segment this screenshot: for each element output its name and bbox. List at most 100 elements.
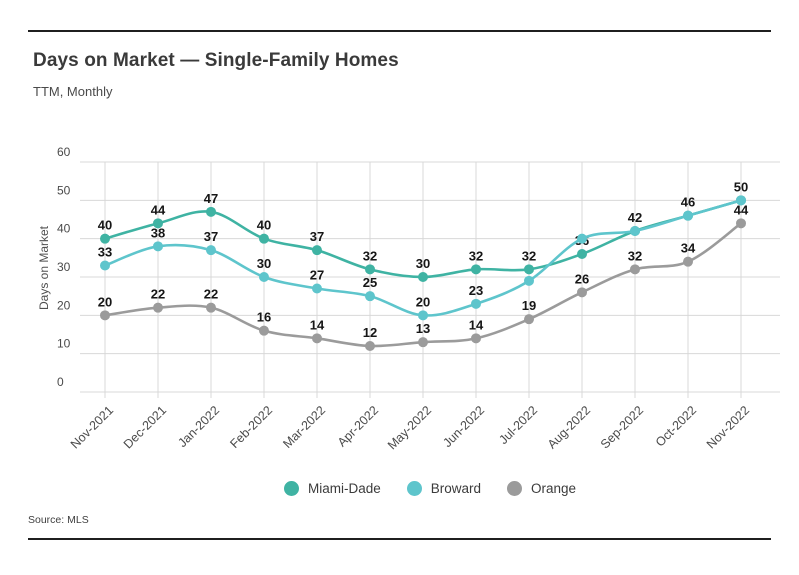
x-tick-label: Feb-2022: [227, 403, 275, 451]
y-tick-label: 50: [57, 183, 71, 197]
data-label-orange: 16: [257, 310, 271, 325]
data-point-orange: [153, 302, 163, 313]
data-point-orange: [736, 218, 746, 229]
data-point-orange: [577, 287, 587, 298]
x-tick-label: Mar-2022: [280, 403, 328, 451]
data-point-broward: [471, 298, 481, 309]
data-point-orange: [206, 302, 216, 313]
data-point-miami-dade: [153, 218, 163, 229]
legend-dot-icon: [406, 481, 422, 496]
data-point-miami-dade: [312, 245, 322, 256]
data-point-miami-dade: [418, 272, 428, 282]
data-label-orange: 13: [416, 321, 430, 336]
chart-subtitle: TTM, Monthly: [33, 84, 113, 99]
data-point-broward: [100, 260, 110, 271]
data-label-orange: 14: [469, 317, 484, 332]
data-point-broward: [630, 226, 640, 236]
legend-label: Broward: [430, 481, 482, 496]
chart-title: Days on Market — Single-Family Homes: [33, 50, 399, 71]
data-label-orange: 44: [734, 202, 749, 217]
bottom-divider: [28, 538, 771, 540]
y-tick-label: 20: [57, 298, 71, 312]
y-tick-label: 60: [57, 145, 71, 159]
data-point-orange: [100, 310, 110, 321]
data-label-orange: 34: [681, 241, 696, 256]
data-label-miami-dade: 32: [469, 248, 483, 263]
data-label-broward: 38: [151, 225, 165, 240]
data-point-miami-dade: [524, 264, 534, 275]
data-label-orange: 26: [575, 271, 589, 286]
y-tick-label: 10: [57, 337, 71, 351]
x-tick-label: Jun-2022: [440, 403, 487, 450]
data-label-orange: 19: [522, 298, 536, 313]
x-tick-label: Sep-2022: [598, 403, 646, 451]
legend-item-broward: Broward: [406, 481, 482, 496]
y-tick-label: 30: [57, 260, 71, 274]
data-point-orange: [365, 341, 375, 351]
source-note: Source: MLS: [28, 514, 89, 526]
chart-legend: Miami-Dade Broward Orange: [80, 481, 780, 496]
data-point-miami-dade: [100, 233, 110, 244]
data-label-orange: 12: [363, 325, 377, 340]
data-label-broward: 42: [628, 210, 642, 225]
data-label-broward: 46: [681, 195, 695, 210]
data-label-miami-dade: 40: [257, 218, 271, 233]
data-label-miami-dade: 37: [310, 229, 324, 244]
legend-item-orange: Orange: [507, 481, 576, 496]
y-tick-label: 40: [57, 222, 71, 236]
data-point-orange: [683, 256, 693, 267]
data-point-orange: [418, 337, 428, 348]
data-label-broward: 25: [363, 275, 377, 290]
data-label-broward: 30: [257, 256, 271, 271]
data-label-broward: 33: [98, 245, 112, 260]
data-label-orange: 32: [628, 248, 642, 263]
data-point-broward: [206, 245, 216, 256]
x-tick-label: Apr-2022: [335, 403, 381, 449]
x-tick-label: Oct-2022: [653, 403, 699, 449]
data-point-miami-dade: [471, 264, 481, 275]
data-point-broward: [524, 275, 534, 286]
data-label-miami-dade: 32: [363, 248, 377, 263]
data-point-miami-dade: [259, 233, 269, 244]
data-label-orange: 20: [98, 294, 112, 309]
x-tick-label: Jan-2022: [175, 403, 222, 450]
x-tick-label: Aug-2022: [545, 403, 593, 451]
y-tick-label: 0: [57, 375, 64, 389]
data-point-orange: [312, 333, 322, 344]
x-tick-label: Nov-2021: [68, 403, 116, 451]
data-point-broward: [577, 233, 587, 244]
legend-item-miami-dade: Miami-Dade: [283, 481, 381, 496]
x-tick-label: Jul-2022: [496, 403, 540, 447]
data-point-broward: [736, 195, 746, 206]
legend-label: Orange: [531, 481, 577, 496]
data-label-miami-dade: 40: [98, 218, 112, 233]
data-point-broward: [683, 210, 693, 221]
data-label-orange: 14: [310, 317, 325, 332]
data-label-miami-dade: 47: [204, 191, 218, 206]
data-point-miami-dade: [577, 249, 587, 259]
data-point-orange: [471, 333, 481, 344]
data-label-broward: 50: [734, 179, 748, 194]
data-label-broward: 37: [204, 229, 218, 244]
data-label-orange: 22: [151, 287, 165, 302]
legend-dot-icon: [507, 481, 523, 496]
data-point-broward: [312, 283, 322, 294]
data-point-broward: [365, 291, 375, 302]
data-point-broward: [418, 310, 428, 321]
data-label-miami-dade: 44: [151, 202, 166, 217]
legend-dot-icon: [283, 481, 299, 496]
data-point-orange: [630, 264, 640, 275]
data-point-orange: [259, 325, 269, 336]
data-label-broward: 20: [416, 294, 430, 309]
legend-label: Miami-Dade: [307, 481, 381, 496]
data-point-broward: [259, 272, 269, 282]
data-label-broward: 27: [310, 268, 324, 283]
x-tick-label: Dec-2021: [121, 403, 169, 451]
data-point-broward: [153, 241, 163, 252]
data-label-miami-dade: 32: [522, 248, 536, 263]
x-tick-label: May-2022: [385, 403, 434, 452]
data-label-miami-dade: 30: [416, 256, 430, 271]
x-tick-label: Nov-2022: [704, 403, 752, 451]
